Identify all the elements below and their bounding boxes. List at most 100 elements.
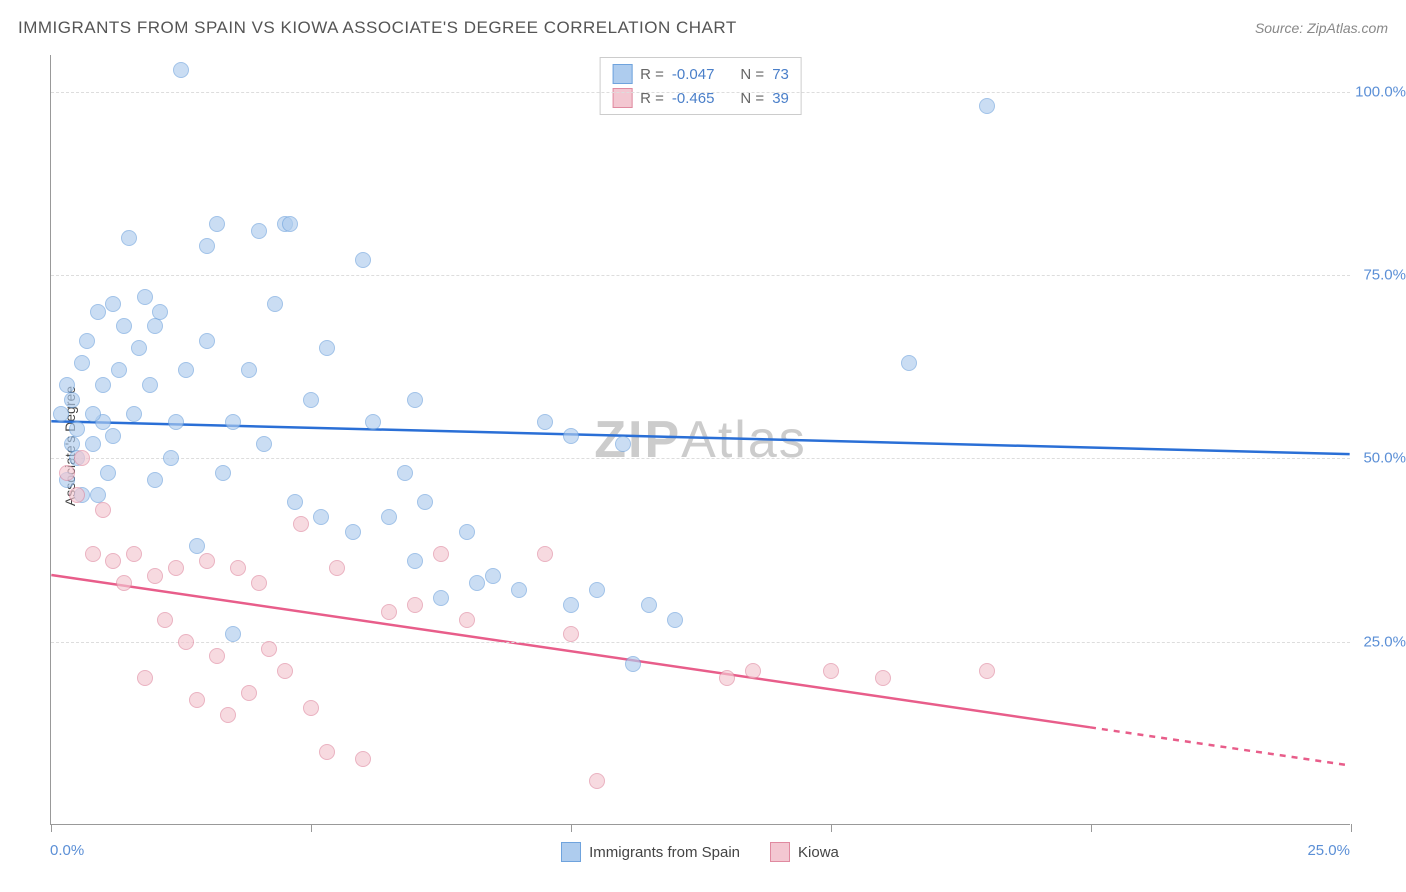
scatter-point-series-1 [303,700,319,716]
scatter-point-series-1 [251,575,267,591]
scatter-point-series-0 [163,450,179,466]
scatter-point-series-0 [365,414,381,430]
scatter-point-series-1 [147,568,163,584]
scatter-point-series-1 [137,670,153,686]
correlation-legend-row-1: R = -0.465 N = 39 [612,86,789,110]
y-tick-label: 50.0% [1363,450,1406,467]
scatter-point-series-0 [173,62,189,78]
scatter-point-series-0 [64,436,80,452]
scatter-point-series-1 [381,604,397,620]
scatter-point-series-0 [459,524,475,540]
scatter-point-series-0 [469,575,485,591]
gridline [51,275,1350,276]
scatter-point-series-0 [147,472,163,488]
scatter-point-series-0 [189,538,205,554]
scatter-point-series-0 [126,406,142,422]
swatch-series-0 [612,64,632,84]
scatter-point-series-0 [667,612,683,628]
scatter-point-series-1 [719,670,735,686]
scatter-point-series-0 [397,465,413,481]
scatter-point-series-1 [261,641,277,657]
scatter-point-series-0 [625,656,641,672]
scatter-point-series-0 [319,340,335,356]
scatter-point-series-0 [313,509,329,525]
scatter-point-series-1 [589,773,605,789]
scatter-point-series-0 [345,524,361,540]
plot-area: ZIPAtlas R = -0.047 N = 73 R = -0.465 N … [50,55,1350,825]
scatter-point-series-1 [293,516,309,532]
scatter-point-series-0 [407,553,423,569]
scatter-point-series-0 [121,230,137,246]
r-value-0: -0.047 [672,66,715,83]
scatter-point-series-0 [641,597,657,613]
scatter-point-series-0 [79,333,95,349]
x-tick [51,824,52,832]
scatter-point-series-0 [131,340,147,356]
scatter-point-series-0 [64,392,80,408]
scatter-point-series-0 [256,436,272,452]
y-tick-label: 100.0% [1355,83,1406,100]
x-tick [831,824,832,832]
correlation-legend-row-0: R = -0.047 N = 73 [612,62,789,86]
scatter-point-series-0 [537,414,553,430]
scatter-point-series-0 [69,421,85,437]
watermark-prefix: ZIP [594,411,681,469]
scatter-point-series-0 [85,436,101,452]
r-label: R = [640,66,664,83]
y-tick-label: 75.0% [1363,267,1406,284]
gridline [51,642,1350,643]
scatter-point-series-0 [85,406,101,422]
scatter-point-series-0 [116,318,132,334]
scatter-point-series-0 [90,487,106,503]
scatter-point-series-0 [251,223,267,239]
series-legend: Immigrants from Spain Kiowa [50,842,1350,862]
scatter-point-series-1 [95,502,111,518]
scatter-point-series-1 [875,670,891,686]
scatter-point-series-1 [230,560,246,576]
scatter-point-series-1 [199,553,215,569]
scatter-point-series-0 [417,494,433,510]
scatter-point-series-1 [178,634,194,650]
scatter-point-series-1 [105,553,121,569]
x-tick [1351,824,1352,832]
scatter-point-series-0 [267,296,283,312]
scatter-point-series-0 [615,436,631,452]
header: IMMIGRANTS FROM SPAIN VS KIOWA ASSOCIATE… [18,18,1388,38]
scatter-point-series-1 [563,626,579,642]
source-attribution: Source: ZipAtlas.com [1255,20,1388,36]
scatter-point-series-1 [433,546,449,562]
scatter-point-series-1 [355,751,371,767]
scatter-point-series-1 [74,450,90,466]
scatter-point-series-0 [901,355,917,371]
scatter-point-series-1 [126,546,142,562]
trend-line-dashed [1090,727,1350,765]
scatter-point-series-1 [209,648,225,664]
scatter-point-series-0 [111,362,127,378]
scatter-point-series-0 [485,568,501,584]
scatter-point-series-0 [100,465,116,481]
scatter-point-series-1 [220,707,236,723]
scatter-point-series-1 [85,546,101,562]
scatter-point-series-1 [979,663,995,679]
scatter-point-series-0 [589,582,605,598]
scatter-point-series-0 [381,509,397,525]
scatter-point-series-0 [178,362,194,378]
scatter-point-series-0 [563,428,579,444]
source-name: ZipAtlas.com [1307,20,1388,36]
scatter-point-series-1 [277,663,293,679]
scatter-point-series-0 [282,216,298,232]
scatter-point-series-0 [355,252,371,268]
y-tick-label: 25.0% [1363,633,1406,650]
swatch-series-0 [561,842,581,862]
chart-title: IMMIGRANTS FROM SPAIN VS KIOWA ASSOCIATE… [18,18,737,38]
source-label: Source: [1255,20,1307,36]
series-name-1: Kiowa [798,844,839,861]
scatter-point-series-0 [433,590,449,606]
scatter-point-series-0 [979,98,995,114]
scatter-point-series-0 [147,318,163,334]
scatter-point-series-0 [105,296,121,312]
scatter-point-series-0 [53,406,69,422]
watermark-suffix: Atlas [681,411,807,469]
scatter-point-series-0 [225,626,241,642]
scatter-point-series-1 [459,612,475,628]
